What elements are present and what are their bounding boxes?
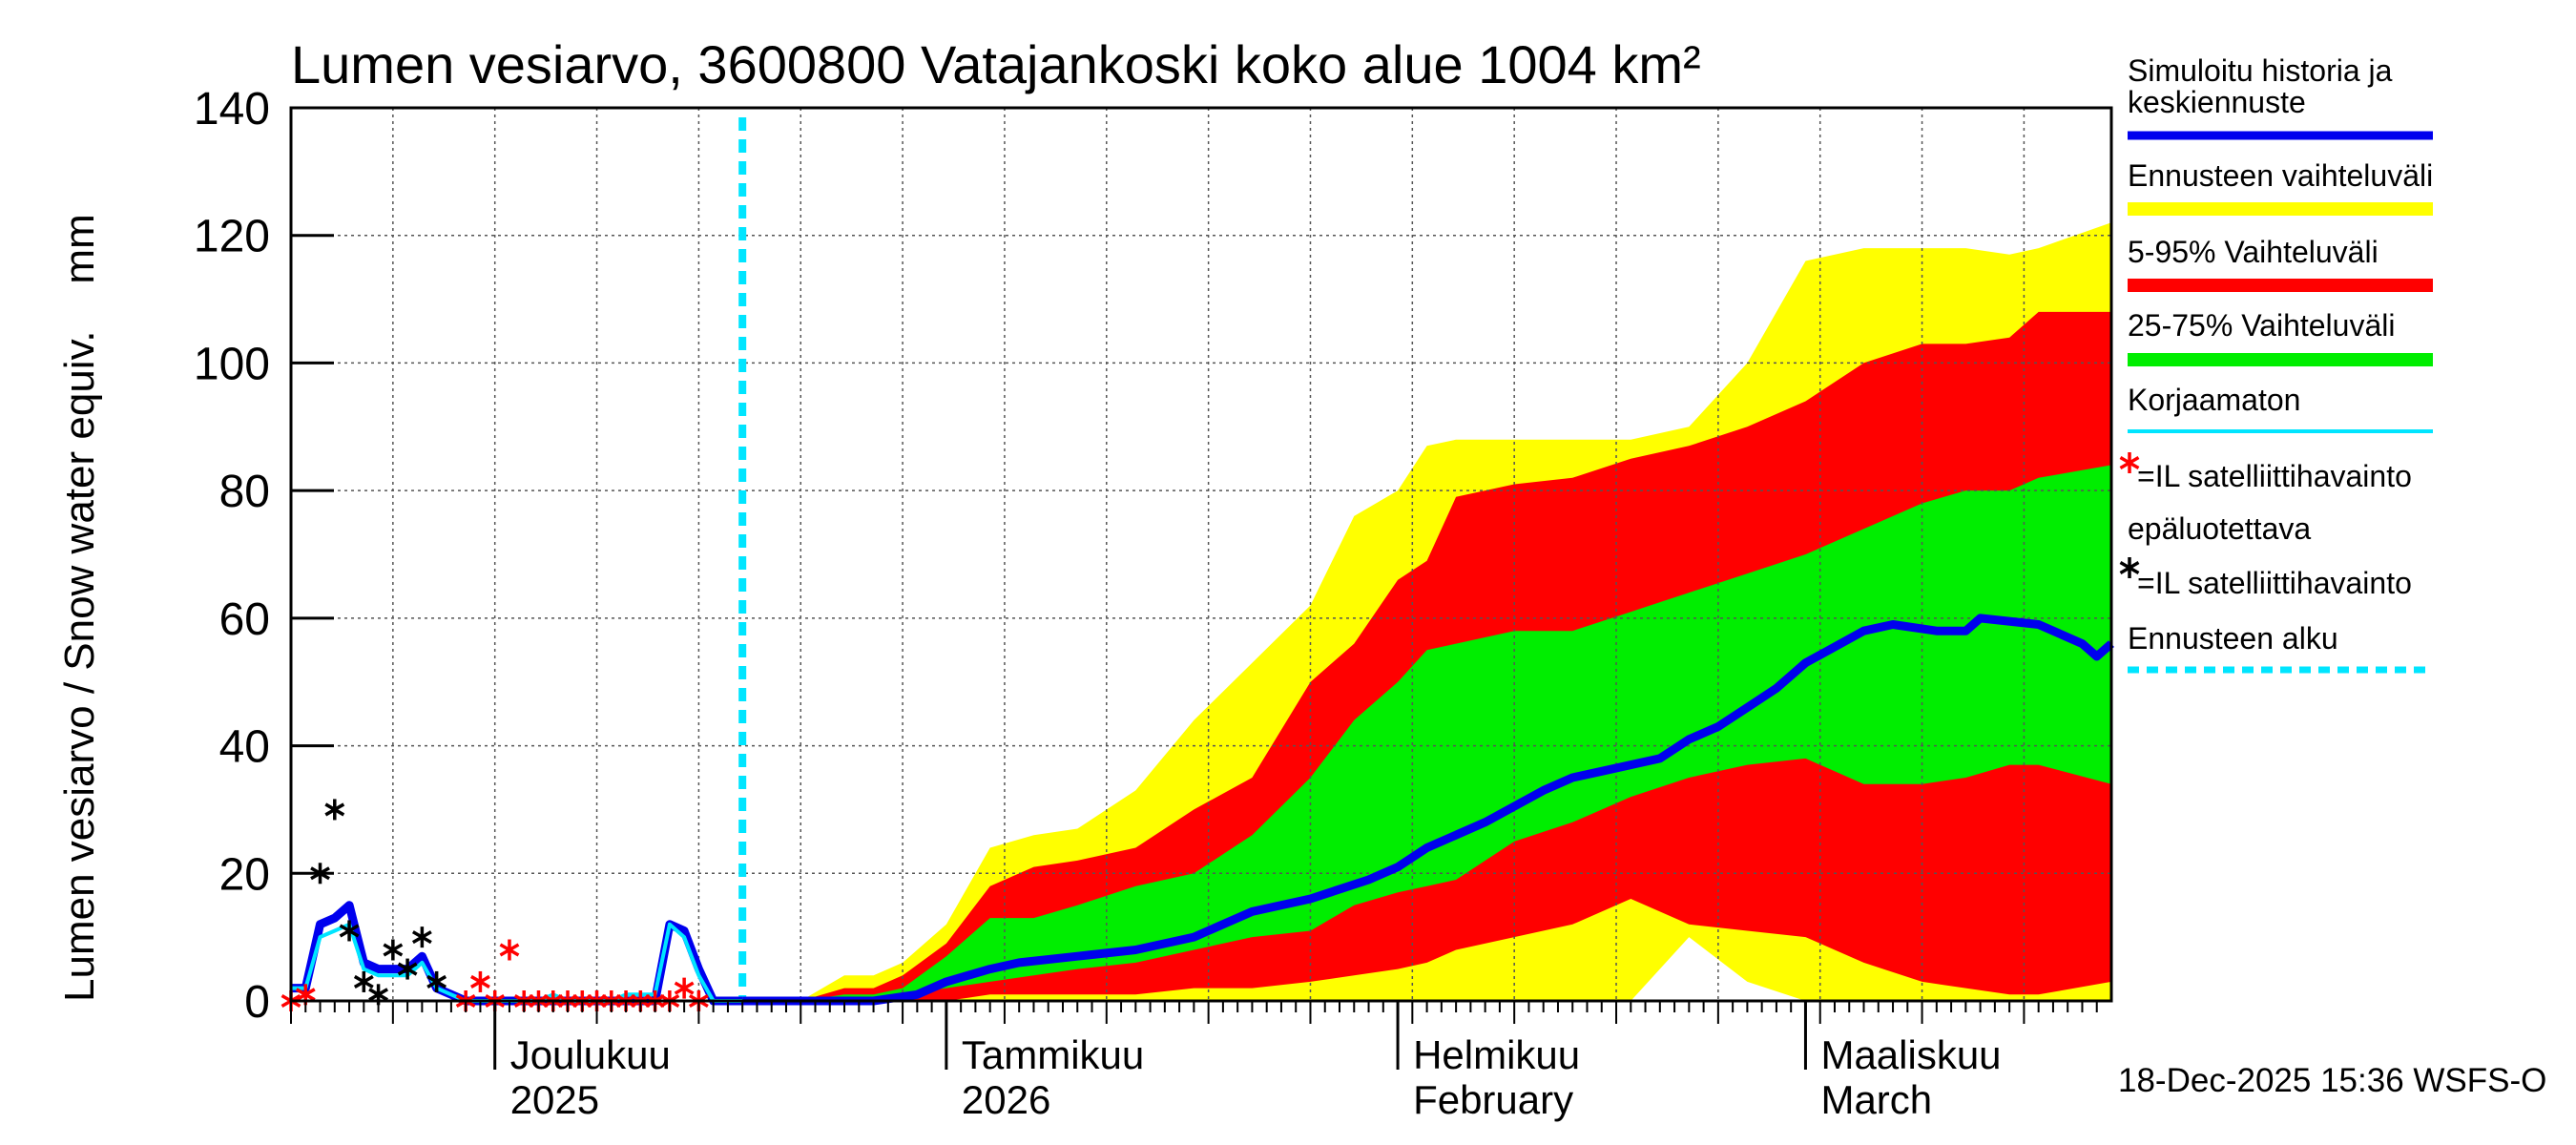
obs-satellite-point [397, 958, 418, 980]
star-stroke [426, 974, 447, 989]
axes: 0 20 40 60 80 100 120 140 [194, 84, 2113, 1070]
star-stroke [339, 924, 360, 938]
x-year-label: February [1413, 1077, 1573, 1122]
x-month-label: Maaliskuu [1820, 1032, 2001, 1077]
legend-label-satellite-obs: =IL satelliittihavainto [2137, 566, 2412, 600]
star-stroke [2119, 455, 2140, 470]
chart-title: Lumen vesiarvo, 3600800 Vatajankoski kok… [291, 34, 1701, 94]
star-stroke [368, 988, 388, 1002]
obs-satellite-point [383, 939, 404, 961]
legend-swatch-25-75 [2128, 353, 2433, 366]
legend-label-unreliable-obs: =IL satelliittihavainto [2137, 459, 2412, 493]
y-tick-label: 140 [194, 84, 270, 135]
plot-frame [289, 106, 2113, 1003]
y-tick-label: 60 [219, 594, 270, 645]
legend-label-ensemble: Ennusteen vaihteluväli [2128, 158, 2433, 193]
star-stroke [411, 930, 432, 945]
star-stroke [295, 988, 316, 1002]
x-month-label: Joulukuu [510, 1032, 671, 1077]
y-tick-label: 40 [219, 722, 270, 773]
y-tick-label: 80 [219, 467, 270, 517]
x-year-label: March [1820, 1077, 1932, 1122]
legend-label-5-95: 5-95% Vaihteluväli [2128, 235, 2379, 269]
obs-satellite-point [426, 970, 447, 992]
star-stroke [397, 962, 418, 976]
y-tick-label: 20 [219, 849, 270, 900]
x-month-label: Helmikuu [1413, 1032, 1580, 1077]
legend-label-simulated-2: keskiennuste [2128, 85, 2306, 119]
timestamp: 18-Dec-2025 15:36 WSFS-O [2118, 1062, 2546, 1099]
band-25-75 [742, 465, 2112, 1001]
legend-star-unreliable [2119, 452, 2140, 473]
obs-unreliable-point [674, 977, 695, 999]
star-stroke [674, 981, 695, 995]
star-stroke [324, 802, 345, 817]
grid-lines [291, 107, 2111, 1001]
x-year-label: 2025 [510, 1077, 599, 1122]
obs-unreliable-point [470, 970, 490, 992]
star-stroke [470, 974, 490, 989]
star-stroke [353, 974, 374, 989]
y-tick-label: 100 [194, 339, 270, 389]
legend-label-forecast-start: Ennusteen alku [2128, 621, 2338, 656]
legend-swatch-ensemble [2128, 202, 2433, 216]
obs-satellite-point [411, 926, 432, 948]
legend-label-unreliable: epäluotettava [2128, 511, 2311, 546]
y-axis-label: Lumen vesiarvo / Snow water equiv. mm [56, 214, 103, 1002]
star-stroke [2119, 560, 2140, 575]
x-month-label: Tammikuu [962, 1032, 1144, 1077]
legend-star-satellite [2119, 557, 2140, 578]
legend-swatch-5-95 [2128, 279, 2433, 292]
forecast-bands [742, 222, 2112, 1002]
legend-label-simulated: Simuloitu historia ja [2128, 53, 2393, 88]
legend-label-25-75: 25-75% Vaihteluväli [2128, 308, 2395, 343]
obs-unreliable-point [499, 939, 520, 961]
obs-satellite-point [353, 970, 374, 992]
obs-satellite-point [339, 920, 360, 942]
y-tick-label: 0 [244, 977, 270, 1028]
obs-satellite-point [324, 799, 345, 821]
y-tick-label: 120 [194, 212, 270, 262]
series-median-forecast [742, 614, 2114, 1006]
x-year-label: 2026 [962, 1077, 1050, 1122]
star-stroke [383, 943, 404, 957]
star-stroke [499, 943, 520, 957]
legend-label-uncorrected: Korjaamaton [2128, 383, 2300, 417]
